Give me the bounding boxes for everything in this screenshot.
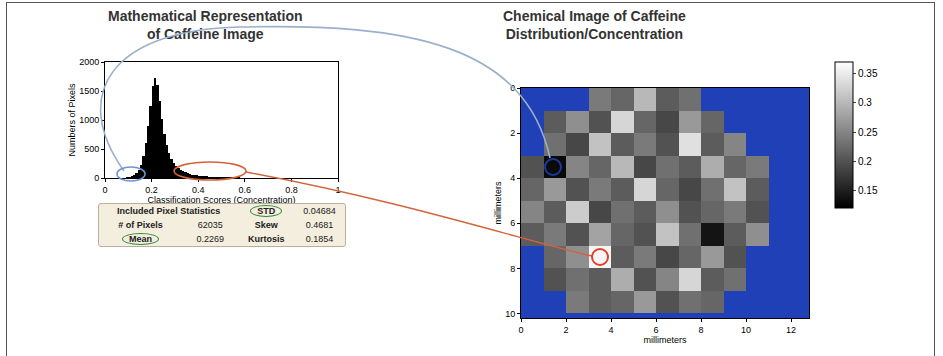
svg-text:0: 0 <box>94 173 99 183</box>
svg-text:500: 500 <box>84 144 99 154</box>
svg-text:0.6: 0.6 <box>239 185 252 195</box>
svg-text:millimeters: millimeters <box>643 335 687 345</box>
html-text:Included Pixel Statistics: Included Pixel Statistics <box>117 206 221 216</box>
svg-text:Chemical Image of CaffeineDist: Chemical Image of CaffeineDistribution/C… <box>503 8 686 42</box>
svg-text:Classification Scores (Concent: Classification Scores (Concentration) <box>147 194 296 205</box>
svg-text:8: 8 <box>698 325 703 335</box>
svg-text:0.4: 0.4 <box>192 185 205 195</box>
svg-text:millimeters: millimeters <box>493 181 503 225</box>
svg-text:4: 4 <box>608 325 613 335</box>
svg-text:0.25: 0.25 <box>858 127 878 138</box>
svg-text:8: 8 <box>510 264 515 274</box>
html-text:STD: STD <box>257 206 276 216</box>
svg-text:1500: 1500 <box>79 86 99 96</box>
svg-text:0.3: 0.3 <box>858 97 872 108</box>
svg-text:0.2: 0.2 <box>145 185 158 195</box>
svg-text:2: 2 <box>563 325 568 335</box>
html-text:Skew: Skew <box>254 220 278 230</box>
svg-text:2: 2 <box>510 128 515 138</box>
svg-text:10: 10 <box>505 309 515 319</box>
svg-text:4: 4 <box>510 173 515 183</box>
svg-text:0.15: 0.15 <box>858 185 878 196</box>
svg-text:0: 0 <box>102 185 107 195</box>
svg-text:0.8: 0.8 <box>285 185 298 195</box>
html-text:# of Pixels: # of Pixels <box>118 220 163 230</box>
svg-text:0: 0 <box>518 325 523 335</box>
html-text:0.4681: 0.4681 <box>305 220 334 230</box>
svg-text:Mathematical Representationof: Mathematical Representationof Caffeine I… <box>108 8 303 42</box>
svg-text:0: 0 <box>510 83 515 93</box>
svg-text:2000: 2000 <box>79 57 99 67</box>
html-text:Kurtosis: Kurtosis <box>247 234 285 244</box>
html-text:Mean: Mean <box>129 234 152 244</box>
svg-text:6: 6 <box>510 218 515 228</box>
svg-text:12: 12 <box>786 325 796 335</box>
svg-text:0.35: 0.35 <box>858 68 878 79</box>
svg-text:10: 10 <box>741 325 751 335</box>
html-text:0.04684: 0.04684 <box>303 206 336 216</box>
html-text:0.1854: 0.1854 <box>305 234 334 244</box>
html-text:62035: 62035 <box>197 220 223 230</box>
svg-text:1: 1 <box>335 185 340 195</box>
svg-text:6: 6 <box>653 325 658 335</box>
svg-text:1000: 1000 <box>79 115 99 125</box>
svg-text:Numbers of Pixels: Numbers of Pixels <box>67 83 77 157</box>
html-text:0.2269: 0.2269 <box>196 234 224 244</box>
svg-text:0.2: 0.2 <box>858 156 872 167</box>
